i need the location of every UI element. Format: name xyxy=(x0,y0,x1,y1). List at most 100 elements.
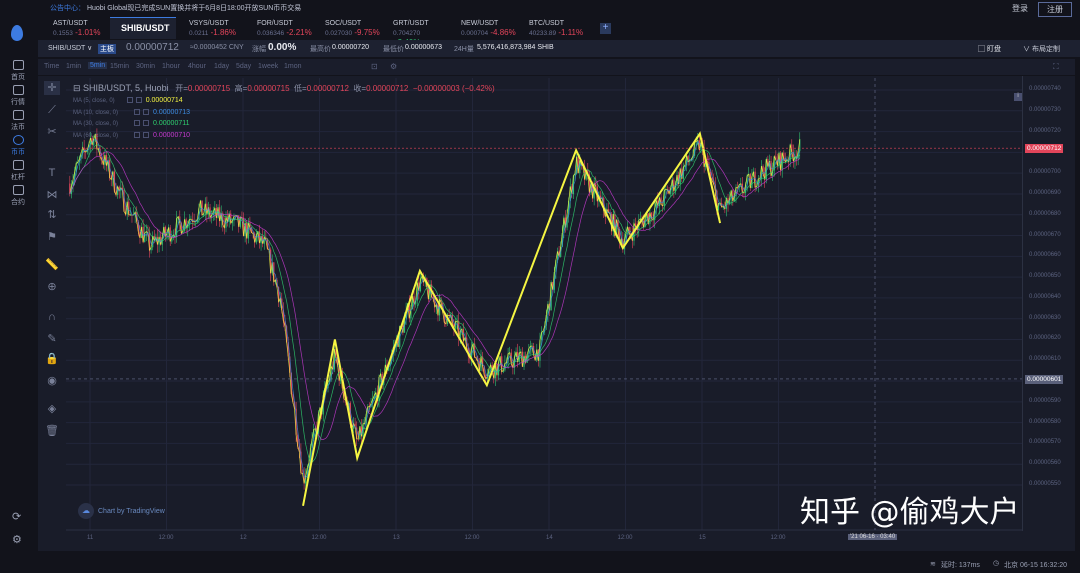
crosshair-icon[interactable]: ✛ xyxy=(44,81,60,95)
candle xyxy=(217,207,219,218)
register-button[interactable]: 注册 xyxy=(1038,2,1072,17)
info-icon[interactable]: i xyxy=(1014,93,1022,101)
tab-soc-usdt[interactable]: SOC/USDT 0.027030 -9.75% xyxy=(314,17,380,39)
tab-shib-usdt[interactable]: SHIB/USDT xyxy=(110,17,176,39)
interval-5min[interactable]: 5min xyxy=(88,62,108,69)
candle xyxy=(69,183,71,194)
sidebar-item-4[interactable]: 杠杆 xyxy=(0,160,36,182)
candle xyxy=(308,463,310,469)
interval-1mon[interactable]: 1mon xyxy=(284,63,302,70)
candle xyxy=(746,175,748,185)
announcement-bar[interactable]: 公告中心： Huobi Global现已完成SUN置换并将于6月8日18:00开… xyxy=(50,3,301,13)
sidebar-item-0[interactable]: 首页 xyxy=(0,60,36,82)
candle xyxy=(749,174,751,188)
screenshot-icon[interactable]: ⊡ xyxy=(371,62,378,71)
interval-1min[interactable]: 1min xyxy=(66,63,82,70)
ma-settings-icon[interactable] xyxy=(134,108,141,115)
draw-mode-icon[interactable]: ✎ xyxy=(47,333,57,345)
candle xyxy=(510,352,512,364)
refresh-icon[interactable]: ⟳ xyxy=(12,511,22,523)
ma-hide-icon[interactable] xyxy=(143,108,150,115)
watch-button[interactable]: ▢ 盯盘 xyxy=(978,46,1001,53)
layers-icon[interactable]: ◈ xyxy=(47,403,57,415)
price-axis[interactable]: 0.000007400.000007300.000007200.00000710… xyxy=(1022,76,1075,531)
lock-icon[interactable]: 🔒 xyxy=(45,353,59,365)
pattern-icon[interactable]: ⋈ xyxy=(46,189,58,201)
tab-ast-usdt[interactable]: AST/USDT 0.1553 -1.01% xyxy=(42,17,108,39)
trendline-icon[interactable]: ⟋ xyxy=(48,104,56,116)
interval-1week[interactable]: 1week xyxy=(258,63,279,70)
add-tab-button[interactable]: + xyxy=(600,23,611,34)
ma-label: MA (60, close, 0) xyxy=(73,132,119,139)
watermark: 知乎 @偷鸡大户 xyxy=(800,495,1020,530)
ma-hide-icon[interactable] xyxy=(135,97,142,104)
candle xyxy=(336,358,339,366)
announcement-text[interactable]: Huobi Global现已完成SUN置换并将于6月8日18:00开放SUN币币… xyxy=(86,5,302,12)
tradingview-label: Chart by TradingView xyxy=(98,507,165,515)
ma-settings-icon[interactable] xyxy=(134,120,141,127)
candle xyxy=(757,178,759,187)
fib-icon[interactable]: ✂ xyxy=(47,126,57,138)
ma-hide-icon[interactable] xyxy=(143,120,150,127)
crosshair-price-tag: 0.00000601 xyxy=(1025,374,1064,384)
sidebar-item-2[interactable]: 法币 xyxy=(0,110,36,132)
tradingview-badge[interactable]: ☁ Chart by TradingView xyxy=(78,503,165,519)
settings-icon[interactable]: ⚙ xyxy=(12,534,22,546)
candle xyxy=(166,233,168,237)
interval-15min[interactable]: 15min xyxy=(110,63,130,70)
interval-30min[interactable]: 30min xyxy=(136,63,156,70)
candle xyxy=(335,349,337,359)
candle xyxy=(698,140,700,150)
sidebar-item-3[interactable]: 币币 xyxy=(0,135,36,157)
layout-button[interactable]: ∨ 布局定制 xyxy=(1023,46,1060,53)
candle xyxy=(480,356,482,371)
candle xyxy=(128,201,130,215)
eye-icon[interactable]: ◉ xyxy=(47,375,57,387)
zoom-icon[interactable]: ⊕ xyxy=(47,281,57,293)
tab-pair: FOR/USDT xyxy=(257,20,293,27)
y-tick-label: 0.00000560 xyxy=(1029,460,1061,467)
tab-new-usdt[interactable]: NEW/USDT 0.000704 -4.86% xyxy=(450,17,516,39)
magnet-icon[interactable]: ∩ xyxy=(48,311,56,323)
candle xyxy=(657,200,659,207)
candle xyxy=(751,176,753,188)
candle xyxy=(590,182,592,193)
ma-settings-icon[interactable] xyxy=(126,97,133,104)
huobi-logo[interactable] xyxy=(11,25,23,41)
y-tick-label: 0.00000610 xyxy=(1029,356,1061,363)
ma-hide-icon[interactable] xyxy=(143,131,150,138)
candle xyxy=(475,357,477,359)
login-link[interactable]: 登录 xyxy=(1012,4,1028,13)
candle xyxy=(587,169,589,175)
tab-vsys-usdt[interactable]: VSYS/USDT 0.0211 -1.86% xyxy=(178,17,244,39)
flag-icon[interactable]: ⚑ xyxy=(47,231,57,243)
candle xyxy=(121,187,124,191)
tab-btc-usdt[interactable]: BTC/USDT 40233.89 -1.11% xyxy=(518,17,584,39)
pair-selector[interactable]: SHIB/USDT ∨ xyxy=(48,45,93,52)
candle xyxy=(305,475,307,484)
interval-1hour[interactable]: 1hour xyxy=(162,63,180,70)
trash-icon[interactable]: 🗑 xyxy=(45,425,59,437)
low-label: 最低价 xyxy=(383,46,404,53)
text-icon[interactable]: T xyxy=(48,167,56,179)
chart-area[interactable] xyxy=(38,76,1075,551)
interval-time[interactable]: Time xyxy=(44,63,60,70)
fullscreen-icon[interactable]: ⛶ xyxy=(1053,62,1059,71)
tab-for-usdt[interactable]: FOR/USDT 0.036346 -2.21% xyxy=(246,17,312,39)
sidebar-item-1[interactable]: 行情 xyxy=(0,85,36,107)
interval-1day[interactable]: 1day xyxy=(214,63,230,70)
candle xyxy=(574,173,576,176)
interval-5day[interactable]: 5day xyxy=(236,63,252,70)
interval-4hour[interactable]: 4hour xyxy=(188,63,206,70)
ruler-icon[interactable]: 📏 xyxy=(45,259,59,271)
ma-settings-icon[interactable] xyxy=(134,131,141,138)
zigzag-drawing[interactable] xyxy=(302,131,722,506)
sidebar-item-5[interactable]: 合约 xyxy=(0,185,36,207)
close-label: 收= xyxy=(353,84,367,93)
candle xyxy=(284,320,286,327)
candle xyxy=(765,158,767,180)
chart-settings-icon[interactable]: ⚙ xyxy=(390,62,398,71)
measure-icon[interactable]: ⇅ xyxy=(47,209,57,221)
candle xyxy=(721,202,723,208)
